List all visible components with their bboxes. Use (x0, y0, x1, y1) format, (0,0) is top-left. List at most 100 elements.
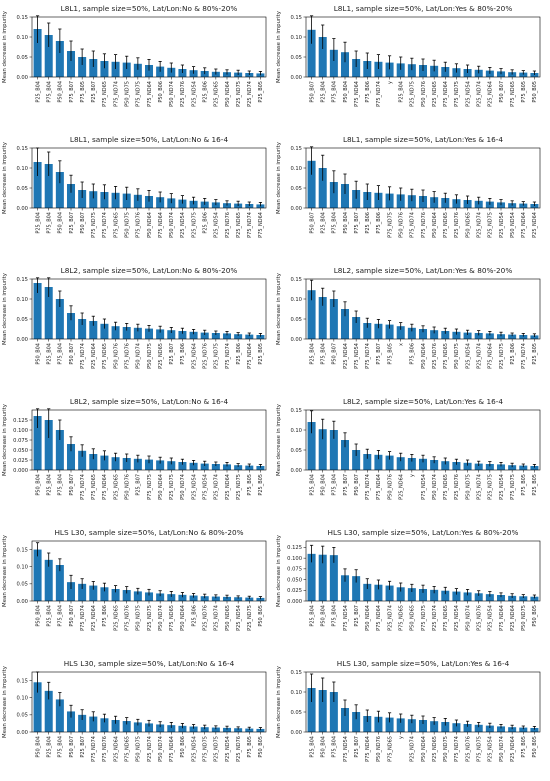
x-tick-label: P25_ND74 (214, 605, 220, 631)
bar (530, 728, 539, 732)
bar (441, 461, 450, 470)
x-tick-label: P75_ND54 (203, 474, 209, 500)
bar (144, 592, 154, 601)
x-tick-label: P50_B07 (332, 343, 338, 365)
x-tick-label: P75_ND64 (443, 81, 449, 107)
bar (340, 708, 350, 732)
bar (474, 463, 483, 470)
x-tick-label: P25_B06 (236, 343, 242, 365)
y-tick-label: 0.05 (16, 55, 28, 61)
x-tick-label: P25_ND65 (432, 81, 438, 107)
x-tick-label: P50_ND64 (365, 605, 371, 631)
x-tick-label: P75_ND64 (521, 212, 527, 238)
y-tick-label: 0.025 (287, 588, 302, 594)
bar (407, 327, 416, 339)
y-axis-label: Mean decrease in impurity (2, 10, 8, 83)
bar (44, 35, 53, 77)
bar (374, 323, 383, 339)
bar (452, 331, 461, 339)
bar (474, 724, 483, 732)
x-tick-label: P25_B06 (510, 343, 516, 365)
x-tick-label: P25_ND74 (410, 736, 416, 762)
chart-title: L8L1, sample size=50%, Lat/Lon:No & 80%-… (61, 4, 238, 13)
x-tick-label: P75_B05 (387, 343, 393, 365)
bar (222, 727, 232, 732)
x-tick-label: P25_ND64 (488, 81, 494, 107)
x-tick-label: P50_B07 (69, 605, 75, 627)
x-tick-label: P50_ND75 (125, 81, 131, 107)
bar (156, 197, 165, 208)
x-tick-label: P25_ND54 (499, 212, 505, 238)
bar (44, 559, 53, 601)
bar (122, 458, 131, 470)
bar (89, 454, 98, 470)
bar (441, 590, 450, 601)
bar (78, 450, 87, 470)
x-tick-label: P75_ND64 (247, 343, 253, 369)
x-tick-label: P75_ND75 (454, 81, 460, 107)
x-tick-label: P25_ND64 (343, 343, 349, 369)
bar (396, 587, 405, 601)
x-tick-label: P50_ND75 (443, 736, 449, 762)
bar (463, 724, 472, 732)
x-tick-label: P75_ND65 (443, 605, 449, 631)
x-tick-label: P25_ND64 (399, 474, 405, 500)
bar (178, 331, 187, 339)
x-tick-label: P25_ND54 (488, 736, 494, 762)
y-tick-label: 0.10 (16, 35, 28, 41)
x-tick-label: P75_ND54 (343, 736, 349, 762)
x-tick-label: P75_ND64 (169, 736, 175, 762)
bar (485, 725, 494, 732)
y-tick-label: 0.10 (16, 565, 28, 571)
y-tick-label: 0.15 (290, 670, 302, 676)
bar (256, 335, 265, 339)
x-tick-label: P50_B04 (35, 736, 41, 758)
bar (111, 192, 120, 208)
bar (133, 327, 142, 339)
x-tick-label: P50_ND75 (454, 343, 460, 369)
chart-panel-12: HLS L30, sample size=50%, Lat/Lon:Yes & … (276, 659, 541, 762)
bar (385, 717, 394, 732)
x-tick-label: P50_B07 (354, 474, 360, 496)
bar (396, 718, 405, 732)
bar (100, 323, 109, 339)
x-tick-label: P25_ND54 (191, 474, 197, 500)
bar (55, 699, 64, 732)
x-tick-label: P25_ND74 (477, 81, 483, 107)
chart-title: L8L2, sample size=50%, Lat/Lon:No & 16-4 (70, 397, 229, 406)
x-tick-label: P25_ND65 (432, 736, 438, 762)
bar (156, 329, 165, 339)
x-tick-label: P25_ND64 (91, 343, 97, 369)
x-tick-label: P50_B07 (69, 736, 75, 758)
bar (89, 716, 98, 732)
bar (133, 194, 142, 208)
x-tick-label: P25_ND76 (236, 736, 242, 762)
y-tick-label: 0.125 (287, 545, 302, 551)
x-tick-label: P75_ND65 (169, 605, 175, 631)
x-tick-label: P75_B07 (343, 474, 349, 496)
bar (363, 323, 372, 339)
x-tick-label: P25_B04 (309, 736, 315, 758)
bar (178, 199, 187, 208)
x-tick-label: P50_ND64 (180, 605, 186, 631)
bar (200, 727, 209, 732)
chart-title: L8L1, sample size=50%, Lat/Lon:Yes & 80%… (334, 4, 513, 13)
y-tick-label: 0.10 (16, 166, 28, 172)
x-tick-label: P25_ND54 (465, 81, 471, 107)
x-tick-label: P75_ND74 (521, 343, 527, 369)
x-tick-label: P25_ND64 (225, 474, 231, 500)
bar (385, 455, 394, 470)
bar (441, 198, 450, 208)
y-tick-label: 0.15 (16, 678, 28, 684)
bar (407, 588, 416, 601)
x-tick-label: P75_B05 (521, 81, 527, 103)
y-tick-label: 0.15 (290, 146, 302, 152)
y-tick-label: 0.05 (16, 582, 28, 588)
bar (78, 319, 87, 339)
bar (245, 597, 254, 601)
x-tick-label: P75_B06 (365, 81, 371, 103)
x-tick-label: y (410, 474, 416, 477)
bar (66, 313, 76, 339)
bar (396, 326, 405, 339)
y-tick-label: 0.10 (290, 428, 302, 434)
